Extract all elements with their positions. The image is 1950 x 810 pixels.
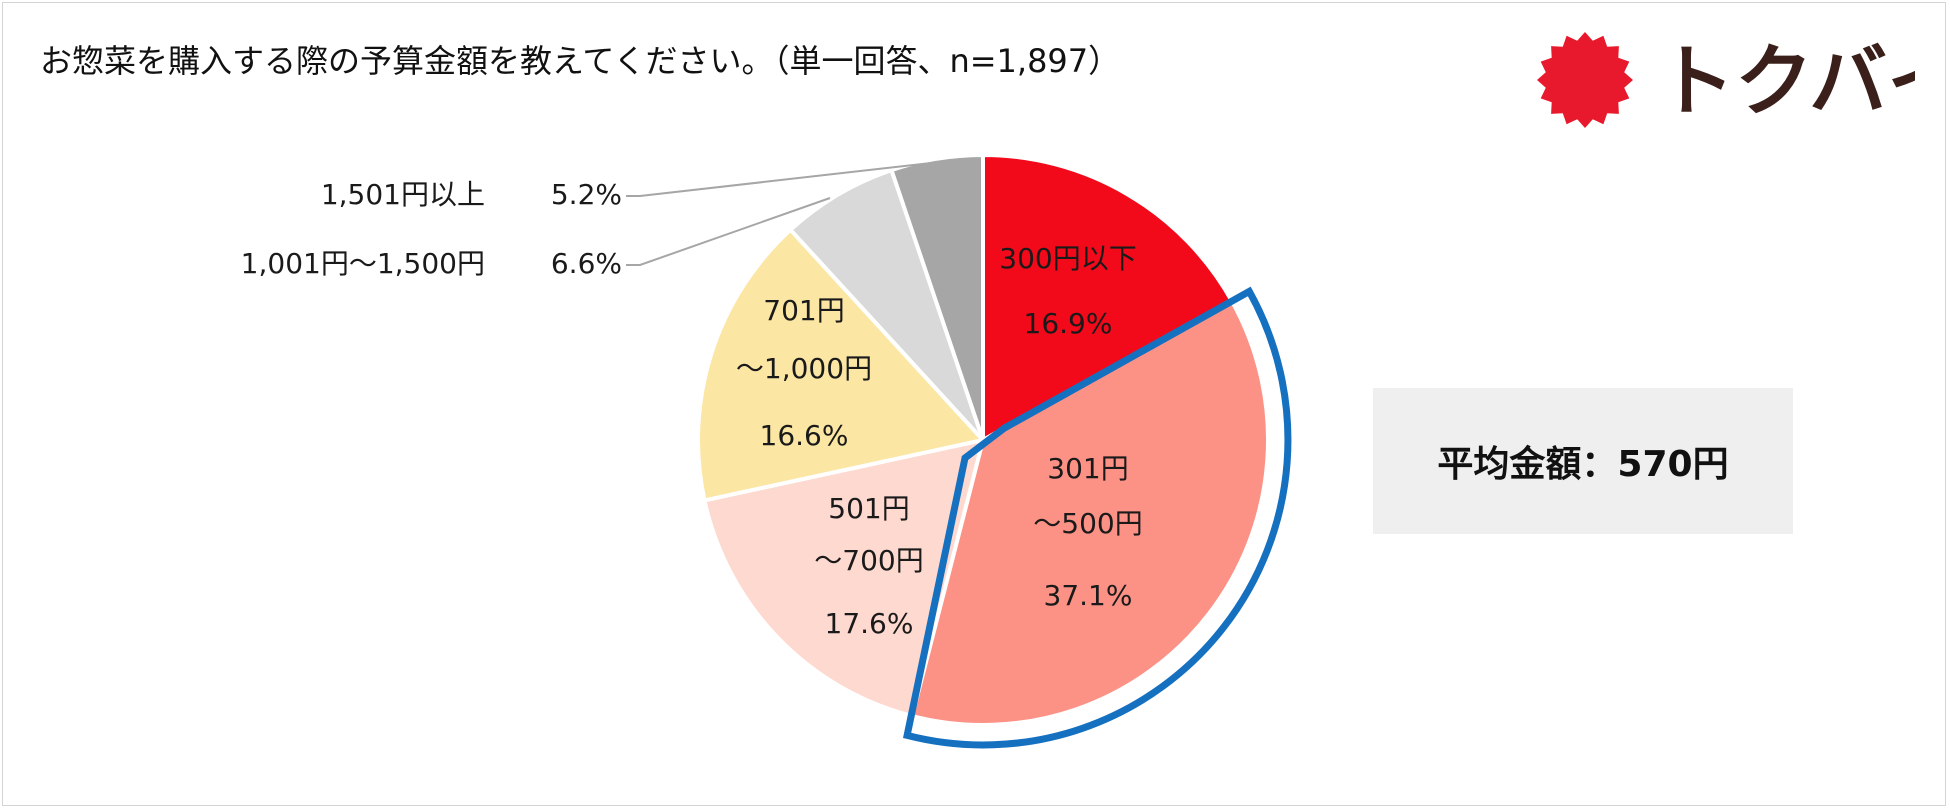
slice-label: 501円 (828, 492, 909, 525)
average-amount-box: 平均金額：570円 (1373, 388, 1793, 534)
slice-label: ～700円 (814, 544, 923, 577)
pie-slice (888, 152, 985, 441)
sun-icon (1537, 32, 1633, 128)
slice-label: 301円 (1047, 452, 1128, 485)
leader-line (626, 161, 941, 197)
slice-label: 701円 (763, 294, 844, 327)
slice-label: 1,001円～1,500円 (241, 247, 485, 280)
average-amount-label: 平均金額：570円 (1437, 444, 1729, 485)
slice-value-label: 37.1% (1044, 579, 1133, 612)
chart-title: お惣菜を購入する際の予算金額を教えてください。（単一回答、n=1,897） (40, 42, 1121, 80)
pie-slice (787, 167, 985, 442)
pie-slice (981, 152, 1235, 444)
slice-value-label: 16.6% (760, 419, 849, 452)
slice-value-label: 6.6% (551, 247, 622, 280)
logo-text: トクバイ (1657, 37, 1915, 127)
pie-slice (702, 437, 986, 719)
pie-slice (696, 226, 987, 503)
slice-value-label: 16.9% (1024, 307, 1113, 340)
highlight-outline (902, 286, 1292, 749)
slice-label: 300円以下 (999, 242, 1136, 275)
slice-label: ～1,000円 (736, 352, 872, 385)
slice-value-label: 5.2% (551, 178, 622, 211)
tokubai-logo: トクバイ (1537, 32, 1915, 128)
slice-label: 1,501円以上 (321, 178, 485, 211)
pie-slice (909, 298, 1270, 727)
leader-line (626, 197, 831, 266)
slice-label: ～500円 (1033, 507, 1142, 540)
slice-value-label: 17.6% (825, 607, 914, 640)
